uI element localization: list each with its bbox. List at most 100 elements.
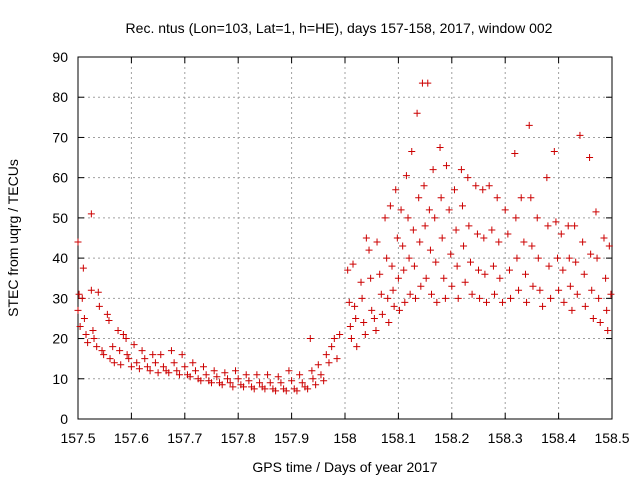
data-point (78, 294, 86, 302)
data-point (465, 222, 473, 230)
y-tick-label: 20 (52, 331, 68, 347)
data-point (588, 286, 596, 294)
data-point (483, 298, 491, 306)
data-point (425, 206, 433, 214)
data-point (543, 174, 551, 182)
y-tick-label: 10 (52, 371, 68, 387)
data-point (386, 202, 394, 210)
data-point (352, 314, 360, 322)
data-point (473, 230, 481, 238)
data-point (399, 242, 407, 250)
data-point (461, 278, 469, 286)
data-point (580, 270, 588, 278)
data-point (523, 298, 531, 306)
data-point (409, 226, 417, 234)
data-point (362, 234, 370, 242)
data-point (378, 310, 386, 318)
data-point (76, 322, 84, 330)
data-point (568, 306, 576, 314)
data-point (226, 379, 234, 387)
data-point (589, 314, 597, 322)
data-point (127, 363, 135, 371)
x-axis-label: GPS time / Days of year 2017 (252, 459, 437, 475)
data-point (181, 363, 189, 371)
data-point (512, 214, 520, 222)
data-point (437, 194, 445, 202)
data-point (457, 166, 465, 174)
data-point (572, 258, 580, 266)
data-point (288, 377, 296, 385)
data-point (175, 371, 183, 379)
data-point (250, 385, 258, 393)
data-point (385, 318, 393, 326)
data-point (458, 202, 466, 210)
data-point (116, 347, 124, 355)
data-point (264, 371, 272, 379)
data-point (488, 226, 496, 234)
data-point (448, 282, 456, 290)
data-point (460, 242, 468, 250)
data-point (472, 182, 480, 190)
data-point (560, 298, 568, 306)
data-point (74, 238, 82, 246)
data-point (360, 318, 368, 326)
data-point (110, 359, 118, 367)
data-point (552, 218, 560, 226)
data-point (527, 194, 535, 202)
data-point (353, 343, 361, 351)
data-point (274, 373, 282, 381)
data-point (117, 361, 125, 369)
data-point (191, 367, 199, 375)
data-point (133, 359, 141, 367)
data-point (441, 294, 449, 302)
data-point (436, 144, 444, 151)
data-point (138, 347, 146, 355)
data-point (370, 314, 378, 322)
data-point (186, 373, 194, 381)
data-point (394, 274, 402, 282)
data-point (499, 298, 507, 306)
data-point (450, 186, 458, 194)
data-point (602, 274, 610, 282)
data-point (367, 274, 375, 282)
data-point (272, 387, 280, 395)
data-point (392, 186, 400, 194)
data-points (74, 79, 615, 395)
data-point (420, 182, 428, 190)
data-point (80, 314, 88, 322)
data-point (557, 230, 565, 238)
data-point (495, 238, 503, 246)
data-point (368, 306, 376, 314)
data-point (103, 310, 111, 318)
data-point (314, 361, 322, 369)
data-point (89, 327, 97, 335)
x-tick-label: 158.2 (434, 430, 469, 446)
x-tick-label: 157.5 (60, 430, 95, 446)
data-point (525, 121, 533, 129)
data-point (234, 375, 242, 383)
y-axis-label: STEC from uqrg / TECUs (5, 159, 21, 317)
data-point (309, 375, 317, 383)
data-point (376, 270, 384, 278)
data-point (146, 367, 154, 375)
data-point (513, 254, 521, 262)
data-point (189, 359, 197, 367)
data-point (390, 302, 398, 310)
data-point (213, 373, 221, 381)
data-point (325, 359, 333, 367)
x-tick-label: 158.5 (594, 430, 629, 446)
y-tick-label: 0 (60, 411, 68, 427)
data-point (468, 290, 476, 298)
data-point (90, 335, 98, 343)
data-point (261, 385, 269, 393)
data-point (322, 351, 330, 359)
data-point (571, 222, 579, 230)
data-point (592, 208, 600, 216)
data-point (400, 266, 408, 274)
data-point (447, 250, 455, 258)
y-tick-label: 50 (52, 210, 68, 226)
data-point (93, 343, 101, 351)
data-point (581, 302, 589, 310)
data-point (202, 371, 210, 379)
